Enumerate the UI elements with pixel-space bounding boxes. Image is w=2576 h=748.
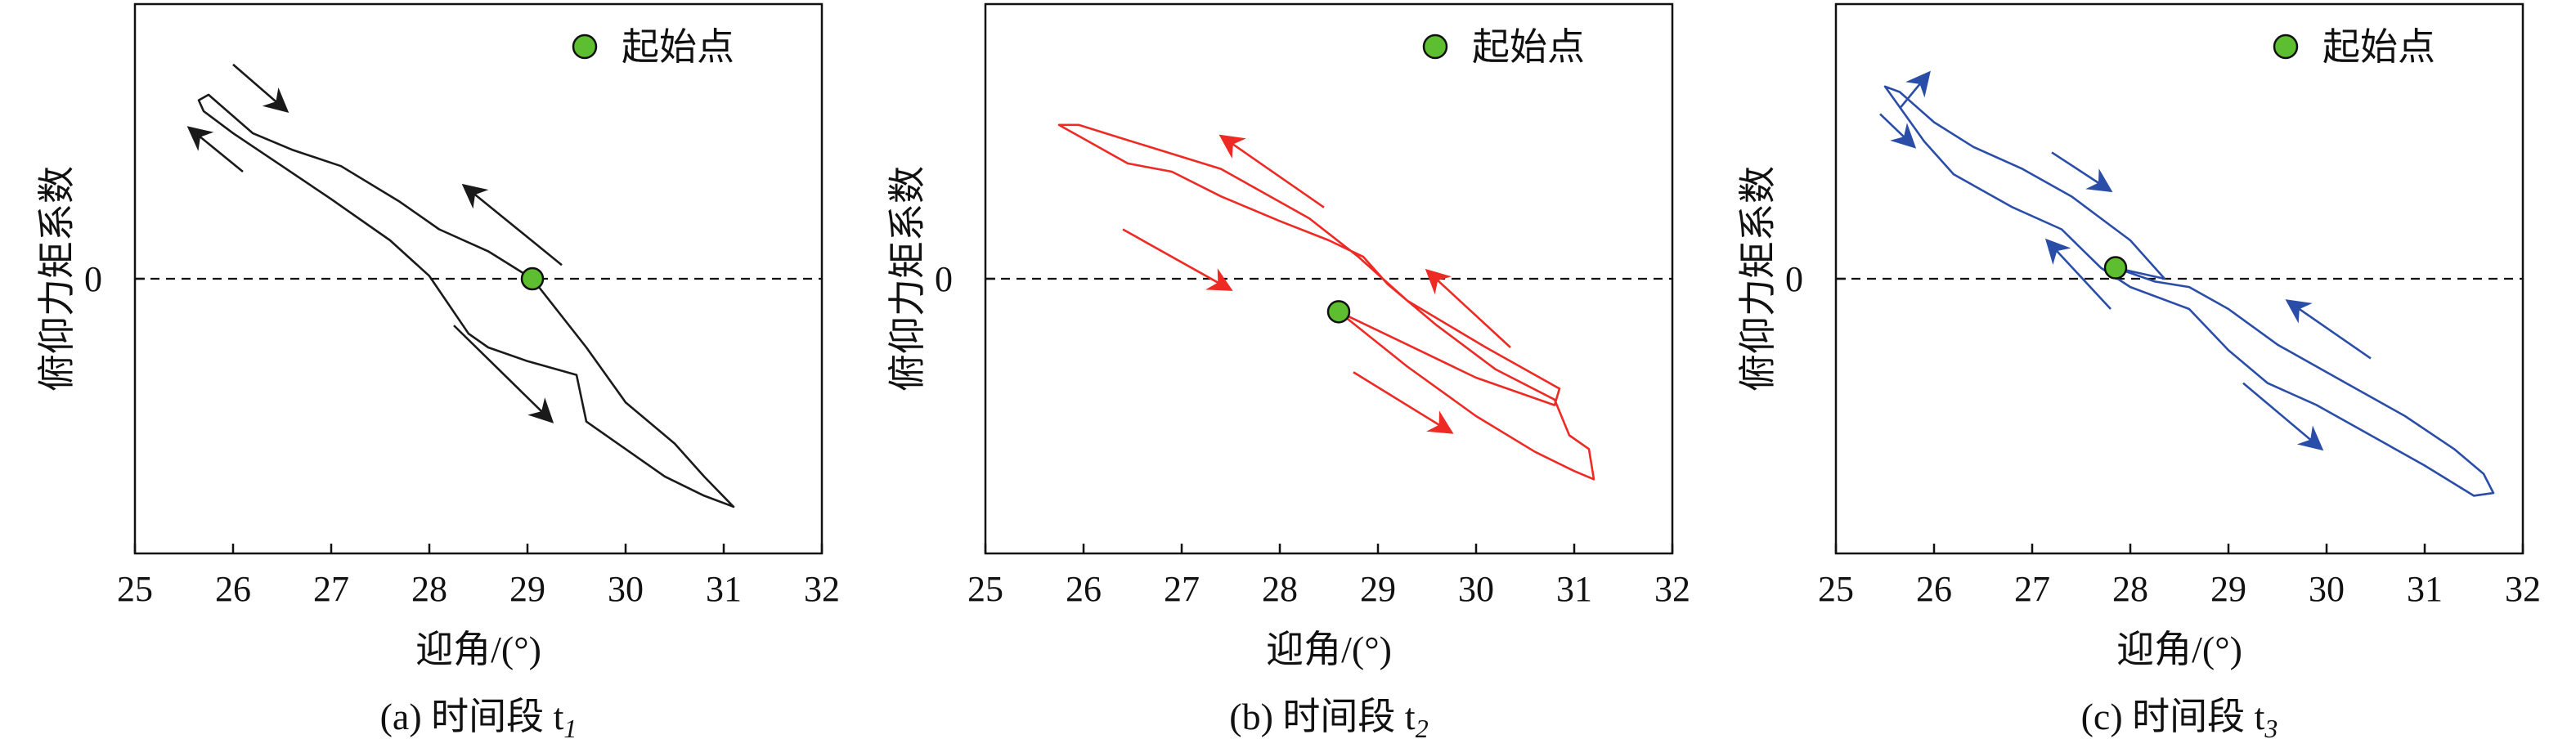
caption-text: (b) 时间段 t <box>1229 696 1416 737</box>
x-tick-label: 31 <box>1556 569 1592 609</box>
y-tick-label: 0 <box>84 259 102 299</box>
direction-arrow <box>2051 151 2113 193</box>
y-tick-label: 0 <box>935 259 953 299</box>
x-tick-label: 32 <box>1654 569 1690 609</box>
caption-subscript: 3 <box>2264 714 2278 743</box>
caption-text: (c) 时间段 t <box>2081 696 2265 737</box>
y-axis-title: 俯仰力矩系数 <box>1737 166 1779 392</box>
caption-subscript: 1 <box>563 714 577 743</box>
direction-arrow <box>232 63 289 114</box>
panel-caption: (a) 时间段 t1 <box>380 696 577 743</box>
chart-panel-b: 25 26 27 28 29 30 31 32 0 迎角/(°) 俯仰力矩系数 (b) 时间段 t2 起… <box>886 2 1690 743</box>
direction-arrow <box>461 183 563 267</box>
x-tick-label: 27 <box>2014 569 2050 609</box>
direction-arrow <box>1425 268 1511 348</box>
direction-arrow <box>2285 299 2372 360</box>
panel-caption: (c) 时间段 t3 <box>2081 696 2278 743</box>
x-tick-label: 27 <box>1164 569 1200 609</box>
x-tick-label: 26 <box>215 569 251 609</box>
legend-label: 起始点 <box>2322 26 2435 68</box>
direction-arrow <box>453 325 554 423</box>
legend-label: 起始点 <box>622 26 734 68</box>
direction-arrow <box>2242 382 2324 451</box>
direction-arrow <box>1353 371 1454 434</box>
start-point-marker <box>520 267 545 291</box>
x-tick-label: 29 <box>1360 569 1396 609</box>
x-tick-label: 32 <box>804 569 840 609</box>
chart-panel-a: 25 26 27 28 29 30 31 32 0 迎角/(°) 俯仰力矩系数 (a) 时间段 t1 起… <box>36 2 840 743</box>
caption-subscript: 2 <box>1416 714 1429 743</box>
x-tick-label: 29 <box>2210 569 2246 609</box>
legend-label: 起始点 <box>1472 26 1585 68</box>
y-tick-label: 0 <box>1785 259 1803 299</box>
start-point-marker <box>2103 256 2128 280</box>
x-tick-label: 27 <box>313 569 349 609</box>
direction-arrow <box>1122 228 1233 291</box>
x-tick-label: 28 <box>411 569 447 609</box>
series-line <box>197 93 735 508</box>
x-tick-label: 25 <box>117 569 153 609</box>
x-tick-label: 25 <box>1818 569 1854 609</box>
x-tick-label: 30 <box>2309 569 2345 609</box>
series-line <box>1883 85 2495 497</box>
x-tick-label: 28 <box>2112 569 2148 609</box>
x-tick-label: 30 <box>608 569 644 609</box>
x-tick-label: 31 <box>706 569 742 609</box>
direction-arrow <box>1898 70 1931 110</box>
x-tick-label: 26 <box>1066 569 1102 609</box>
direction-arrow <box>1879 113 1917 149</box>
x-tick-label: 31 <box>2407 569 2443 609</box>
x-tick-label: 26 <box>1916 569 1952 609</box>
x-axis-title: 迎角/(°) <box>415 629 541 670</box>
chart-panel-c: 25 26 27 28 29 30 31 32 0 迎角/(°) 俯仰力矩系数 (c) 时间段 t3 起… <box>1737 2 2541 743</box>
x-tick-label: 28 <box>1262 569 1298 609</box>
start-point-marker <box>1326 300 1351 324</box>
x-tick-label: 25 <box>967 569 1003 609</box>
x-tick-label: 32 <box>2505 569 2541 609</box>
legend-start-marker <box>572 34 598 60</box>
y-axis-title: 俯仰力矩系数 <box>36 166 78 392</box>
legend-start-marker <box>2273 34 2299 60</box>
x-axis-title: 迎角/(°) <box>1266 629 1392 670</box>
direction-arrow <box>2044 238 2112 310</box>
direction-arrow <box>1218 134 1325 208</box>
panel-caption: (b) 时间段 t2 <box>1229 696 1428 743</box>
x-tick-label: 30 <box>1458 569 1494 609</box>
legend-start-marker <box>1422 34 1448 60</box>
x-tick-label: 29 <box>509 569 545 609</box>
x-axis-title: 迎角/(°) <box>2116 629 2242 670</box>
direction-arrow <box>186 126 244 172</box>
caption-text: (a) 时间段 t <box>380 696 564 737</box>
series-line <box>1057 123 1595 481</box>
y-axis-title: 俯仰力矩系数 <box>886 166 928 392</box>
